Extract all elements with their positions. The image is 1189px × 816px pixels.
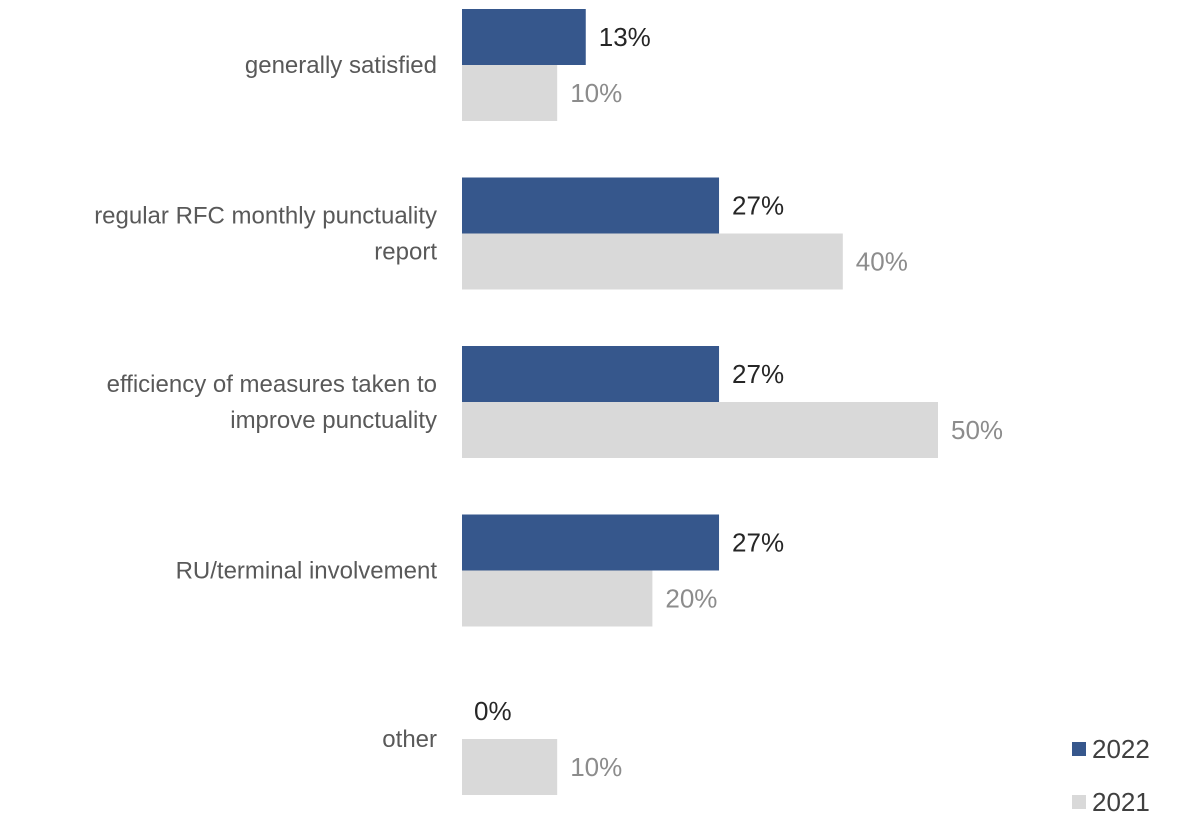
category-label-regular-rfc-monthly-punctuality-report-line-2: report	[374, 239, 437, 266]
value-label-2021-generally-satisfied: 10%	[570, 78, 622, 108]
bar-2021-ru-terminal-involvement	[462, 570, 653, 627]
bars-layer	[462, 9, 938, 795]
bar-2021-regular-rfc-monthly-punctuality-report	[462, 233, 843, 290]
bar-2021-generally-satisfied	[462, 65, 558, 121]
legend-swatch-2021	[1072, 795, 1086, 809]
category-label-efficiency-of-measures-taken-to-improve-punctuality-line-2: improve punctuality	[230, 407, 437, 434]
bar-2022-efficiency-of-measures-taken-to-improve-punctuality	[462, 346, 720, 402]
value-label-2022-generally-satisfied: 13%	[599, 22, 651, 52]
legend: 2022 2021	[1072, 734, 1150, 816]
category-label-ru-terminal-involvement: RU/terminal involvement	[176, 558, 438, 585]
bar-2022-regular-rfc-monthly-punctuality-report	[462, 177, 720, 234]
value-label-2021-ru-terminal-involvement: 20%	[665, 584, 717, 614]
bar-2021-other	[462, 739, 558, 795]
value-label-2022-regular-rfc-monthly-punctuality-report: 27%	[732, 191, 784, 221]
category-label-other: other	[382, 726, 437, 753]
category-label-efficiency-of-measures-taken-to-improve-punctuality-line-1: efficiency of measures taken to	[107, 371, 437, 398]
bar-2022-generally-satisfied	[462, 9, 586, 65]
value-label-2022-ru-terminal-involvement: 27%	[732, 528, 784, 558]
value-label-2022-efficiency-of-measures-taken-to-improve-punctuality: 27%	[732, 359, 784, 389]
value-label-2021-efficiency-of-measures-taken-to-improve-punctuality: 50%	[951, 415, 1003, 445]
legend-label-2021: 2021	[1092, 787, 1150, 816]
bar-2022-ru-terminal-involvement	[462, 514, 720, 571]
value-label-2021-other: 10%	[570, 752, 622, 782]
bar-2021-efficiency-of-measures-taken-to-improve-punctuality	[462, 402, 938, 458]
legend-label-2022: 2022	[1092, 734, 1150, 764]
category-label-generally-satisfied: generally satisfied	[245, 52, 437, 79]
legend-swatch-2022	[1072, 742, 1086, 756]
value-label-2022-other: 0%	[474, 696, 512, 726]
category-label-regular-rfc-monthly-punctuality-report-line-1: regular RFC monthly punctuality	[94, 203, 437, 230]
value-label-2021-regular-rfc-monthly-punctuality-report: 40%	[856, 247, 908, 277]
labels-layer: generally satisfied 13% 10% regular RFC mon…	[94, 22, 1003, 782]
